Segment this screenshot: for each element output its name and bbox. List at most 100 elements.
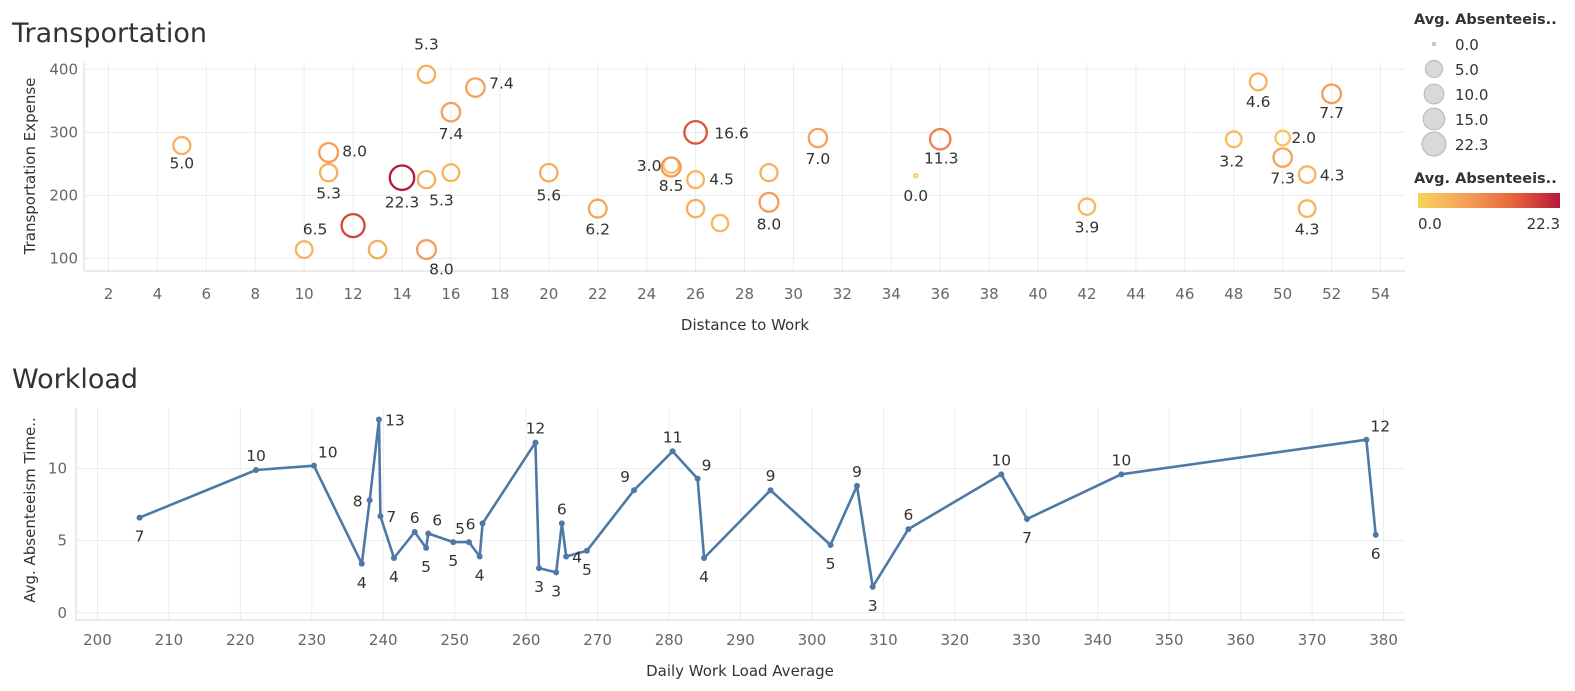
scatter-data-label: 7.3 — [1270, 170, 1295, 188]
workload-point — [390, 554, 397, 561]
color-legend-title: Avg. Absenteeis.. — [1414, 171, 1557, 187]
workload-data-label: 5 — [421, 558, 431, 576]
scatter-x-tick-label: 54 — [1371, 285, 1390, 303]
workload-data-label: 6 — [1371, 545, 1381, 563]
scatter-data-label: 5.6 — [536, 187, 561, 205]
scatter-y-tick-label: 300 — [49, 123, 78, 141]
line-x-axis-label: Daily Work Load Average — [646, 662, 834, 680]
workload-point — [532, 439, 539, 446]
scatter-point — [441, 163, 461, 183]
scatter-x-tick-label: 30 — [784, 285, 803, 303]
scatter-data-label: 4.6 — [1246, 93, 1271, 111]
scatter-point — [416, 64, 437, 85]
scatter-y-tick-labels: 100 200 300 400 — [49, 60, 78, 267]
workload-point — [375, 416, 382, 423]
scatter-data-label: 4.5 — [709, 171, 734, 189]
scatter-data-label: 5.3 — [316, 185, 341, 203]
workload-data-label: 4 — [357, 574, 367, 592]
scatter-points — [172, 64, 1343, 261]
workload-data-label: 13 — [385, 412, 405, 430]
scatter-x-tick-label: 28 — [735, 285, 754, 303]
scatter-data-labels: 5.0 8.0 5.3 6.5 22.3 5.3 5.3 8.0 7.4 7.4 5.6 6.2 3.0… — [170, 35, 1345, 278]
workload-data-label: 6 — [557, 500, 567, 518]
workload-data-label: 8 — [353, 492, 363, 510]
line-x-tick-label: 330 — [1012, 631, 1041, 649]
scatter-point — [686, 170, 706, 190]
scatter-point — [415, 239, 438, 261]
scatter-point — [538, 162, 559, 183]
scatter-y-tick-label: 400 — [49, 60, 78, 78]
workload-data-label: 5 — [582, 561, 592, 579]
scatter-x-tick-label: 36 — [931, 285, 950, 303]
line-x-tick-label: 230 — [297, 631, 326, 649]
line-x-tick-label: 220 — [226, 631, 255, 649]
workload-data-label: 4 — [475, 567, 485, 585]
workload-point — [450, 539, 457, 546]
line-y-tick-label: 0 — [57, 604, 67, 622]
workload-data-label: 10 — [318, 444, 338, 462]
line-x-tick-label: 280 — [655, 631, 684, 649]
scatter-data-label: 8.0 — [342, 143, 367, 161]
workload-data-label: 5 — [455, 520, 465, 538]
scatter-data-label: 2.0 — [1291, 129, 1316, 147]
workload-point — [476, 553, 483, 560]
workload-data-label: 5 — [826, 555, 836, 573]
scatter-point — [660, 156, 682, 178]
scatter-point — [1077, 197, 1097, 216]
scatter-x-tick-label: 24 — [637, 285, 656, 303]
workload-point — [358, 560, 365, 567]
workload-data-label: 5 — [448, 552, 458, 570]
scatter-point — [388, 164, 416, 192]
scatter-y-tick-label: 100 — [49, 249, 78, 267]
scatter-data-label: 0.0 — [903, 187, 928, 205]
scatter-x-tick-label: 52 — [1322, 285, 1341, 303]
workload-point — [425, 530, 432, 537]
scatter-point — [1297, 165, 1317, 184]
scatter-x-tick-label: 16 — [441, 285, 460, 303]
size-legend-swatch — [1421, 131, 1447, 157]
scatter-y-tick-label: 200 — [49, 186, 78, 204]
scatter-gridlines — [83, 63, 1405, 272]
scatter-point — [912, 173, 919, 179]
scatter-y-axis-label: Transportation Expense — [21, 78, 39, 256]
color-legend-max-label: 22.3 — [1527, 215, 1560, 233]
workload-data-label: 9 — [852, 463, 862, 481]
workload-point — [558, 520, 565, 527]
scatter-point — [758, 191, 780, 213]
scatter-point — [340, 212, 366, 239]
line-y-axis-label: Avg. Absenteeism Time.. — [21, 417, 39, 603]
line-x-tick-label: 320 — [941, 631, 970, 649]
scatter-point — [587, 198, 608, 219]
line-y-tick-label: 10 — [48, 460, 67, 478]
line-y-tick-labels: 0 5 10 — [48, 460, 67, 622]
scatter-x-tick-label: 6 — [202, 285, 212, 303]
scatter-point — [683, 119, 708, 145]
line-x-tick-label: 290 — [726, 631, 755, 649]
workload-point — [479, 520, 486, 527]
scatter-point — [367, 239, 388, 260]
scatter-point — [1272, 147, 1294, 168]
workload-title: Workload — [12, 364, 138, 395]
workload-point — [1118, 471, 1125, 478]
scatter-x-tick-label: 50 — [1273, 285, 1292, 303]
line-x-tick-label: 300 — [798, 631, 827, 649]
scatter-point — [1274, 129, 1292, 147]
workload-point — [1024, 516, 1031, 523]
workload-point — [465, 539, 472, 546]
workload-point — [310, 462, 317, 469]
line-x-tick-label: 210 — [155, 631, 184, 649]
workload-data-label: 6 — [432, 511, 442, 529]
size-legend-swatch — [1431, 41, 1437, 47]
scatter-point — [172, 135, 192, 156]
workload-point — [563, 553, 570, 560]
line-x-tick-labels: 200 210 220 230 240 250 260 270 280 290 300 310 320 3… — [83, 631, 1398, 649]
workload-data-label: 11 — [663, 428, 683, 446]
workload-data-label: 12 — [526, 420, 546, 438]
line-x-tick-label: 270 — [583, 631, 612, 649]
scatter-x-tick-label: 12 — [344, 285, 363, 303]
size-legend-title: Avg. Absenteeis.. — [1414, 12, 1557, 28]
color-legend: Avg. Absenteeis.. 0.0 22.3 — [1414, 171, 1560, 233]
scatter-x-tick-label: 44 — [1126, 285, 1145, 303]
